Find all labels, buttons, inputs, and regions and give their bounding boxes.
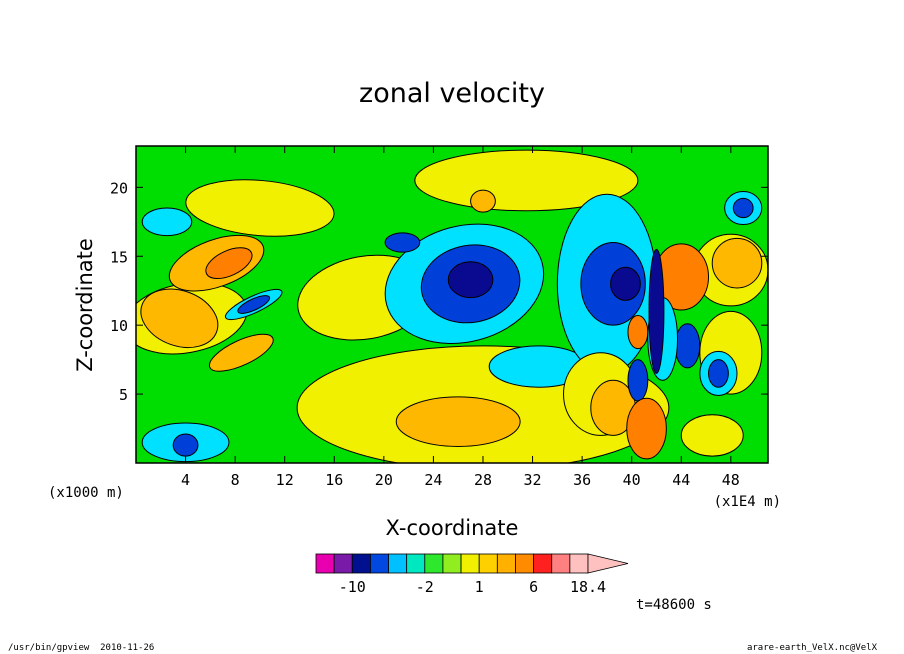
x-tick-label: 24 xyxy=(424,471,442,489)
x-tick-label: 28 xyxy=(474,471,492,489)
colorbar xyxy=(315,553,629,574)
colorbar-label: 6 xyxy=(529,578,538,596)
x-tick-label: 36 xyxy=(573,471,591,489)
colorbar-segment xyxy=(315,553,335,574)
x-axis-ticks: 4 8 12 16 20 24 28 32 36 40 44 48 xyxy=(181,146,740,489)
field-region-strong-positive xyxy=(205,247,253,280)
colorbar-segment xyxy=(496,553,516,574)
field-region-negative xyxy=(708,359,729,388)
field-region-negative xyxy=(674,323,701,369)
colorbar-extend-arrow xyxy=(587,553,629,574)
x-tick-label: 8 xyxy=(231,471,240,489)
colorbar-label: -10 xyxy=(339,578,366,596)
y-tick-label: 15 xyxy=(110,248,128,266)
field-region-strong-positive xyxy=(626,397,667,460)
x-tick-label: 48 xyxy=(722,471,740,489)
field-region-positive xyxy=(711,237,763,289)
x-unit-label: (x1E4 m) xyxy=(714,494,781,510)
field-region-negative xyxy=(384,232,421,253)
field-region-negative xyxy=(627,359,649,402)
field-region-positive xyxy=(395,396,521,447)
time-label: t=48600 s xyxy=(636,597,712,613)
x-tick-label: 16 xyxy=(325,471,343,489)
x-tick-label: 4 xyxy=(181,471,190,489)
field-region-weak-positive xyxy=(185,179,335,237)
field-region-positive xyxy=(208,333,274,372)
colorbar-label: 18.4 xyxy=(570,578,606,596)
field-region-strong-negative xyxy=(447,261,494,299)
x-tick-label: 12 xyxy=(276,471,294,489)
x-tick-label: 20 xyxy=(375,471,393,489)
plot-frame xyxy=(135,145,769,464)
field-region-negative xyxy=(237,295,271,314)
y-unit-label: (x1000 m) xyxy=(48,485,124,501)
plot-area xyxy=(136,146,768,463)
colorbar-segment xyxy=(388,553,408,574)
colorbar-segment xyxy=(569,553,589,574)
x-tick-label: 32 xyxy=(524,471,542,489)
y-tick-label: 10 xyxy=(110,317,128,335)
field-region-positive xyxy=(140,288,219,349)
colorbar-segment xyxy=(460,553,480,574)
field-region-strong-negative xyxy=(648,248,665,374)
colorbar-segment xyxy=(369,553,389,574)
field-region-strong-positive xyxy=(627,315,649,350)
colorbar-segment xyxy=(551,553,571,574)
field-region-weak-negative xyxy=(141,207,193,237)
y-axis-title: Z-coordinate xyxy=(73,238,97,372)
colorbar-segment xyxy=(406,553,426,574)
colorbar-label: 1 xyxy=(475,578,484,596)
field-region-strong-negative xyxy=(610,266,641,301)
velocity-field xyxy=(136,149,768,463)
colorbar-label: -2 xyxy=(416,578,434,596)
colorbar-segment xyxy=(424,553,444,574)
colorbar-segment xyxy=(442,553,462,574)
field-region-negative xyxy=(732,197,754,219)
chart-title: zonal velocity xyxy=(359,78,545,109)
x-tick-label: 44 xyxy=(672,471,690,489)
footer-right: arare-earth_VelX.nc@VelX xyxy=(747,643,878,653)
field-region-weak-positive xyxy=(680,414,744,457)
colorbar-segment xyxy=(515,553,535,574)
field-region-weak-positive xyxy=(414,149,639,212)
colorbar-segment xyxy=(351,553,371,574)
y-tick-label: 5 xyxy=(119,386,128,404)
footer-left: /usr/bin/gpview 2010-11-26 xyxy=(8,643,154,653)
y-axis-ticks: 5 10 15 20 xyxy=(110,179,768,404)
colorbar-labels: -10 -2 1 6 18.4 xyxy=(339,578,606,596)
field-region-positive xyxy=(470,189,496,213)
field-region-negative xyxy=(172,433,199,457)
y-tick-label: 20 xyxy=(110,179,128,197)
x-axis-title: X-coordinate xyxy=(386,516,519,540)
colorbar-segment xyxy=(333,553,353,574)
x-tick-label: 40 xyxy=(623,471,641,489)
colorbar-segment xyxy=(478,553,498,574)
colorbar-segment xyxy=(533,553,553,574)
